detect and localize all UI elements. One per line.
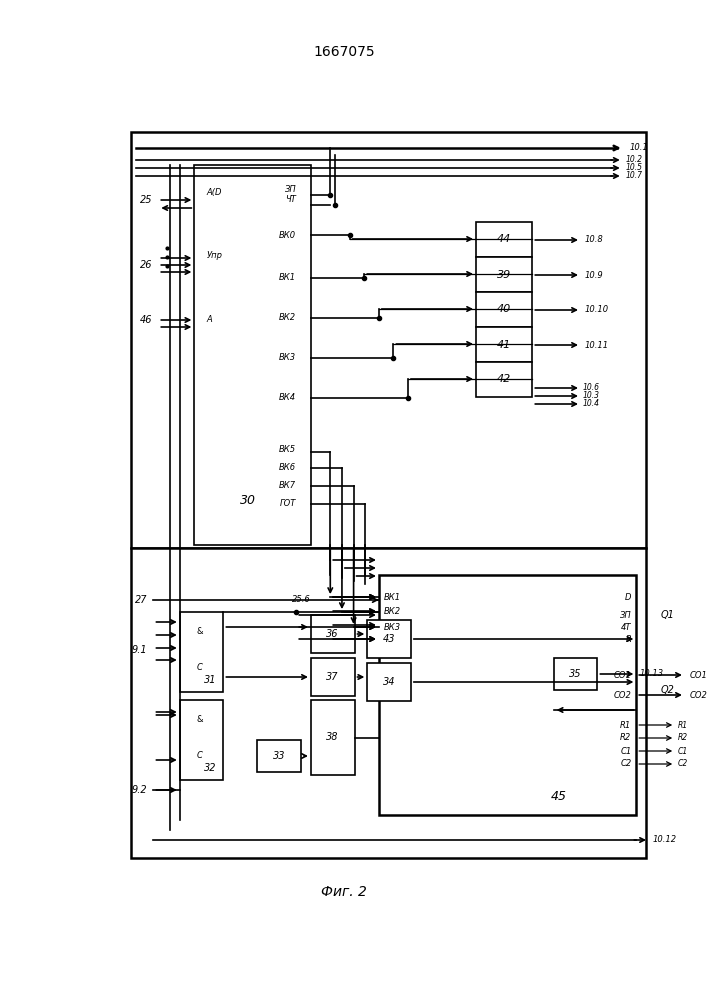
Text: 44: 44 [497,234,511,244]
Text: ЗП: ЗП [620,610,631,619]
Text: &: & [196,628,203,637]
Text: ВК1: ВК1 [279,273,296,282]
Text: 9.2: 9.2 [132,785,148,795]
Text: 10.10: 10.10 [585,306,609,314]
Text: 1667075: 1667075 [313,45,375,59]
Bar [180,612,223,692]
Text: 36: 36 [327,629,339,639]
Bar [476,292,532,327]
Bar [379,575,636,815]
Text: ВК4: ВК4 [279,393,296,402]
Bar [476,222,532,257]
Bar [367,620,411,658]
Text: 38: 38 [327,732,339,742]
Text: A(D: A(D [207,188,223,198]
Text: 41: 41 [497,340,511,350]
Bar [311,658,355,696]
Text: CO1: CO1 [690,670,707,680]
Text: C: C [197,750,202,760]
Text: R2: R2 [678,734,688,742]
Bar [476,327,532,362]
Text: 45: 45 [551,790,567,804]
Text: ВК2: ВК2 [279,314,296,322]
Text: 10.12: 10.12 [653,836,677,844]
Text: C1: C1 [620,746,631,756]
Text: 33: 33 [273,751,286,761]
Text: D: D [625,592,631,601]
Text: R1: R1 [678,720,688,730]
Text: 25: 25 [140,195,153,205]
Text: 10.11: 10.11 [585,340,609,350]
Text: ЧТ: ЧТ [286,196,296,205]
Text: ЗП: ЗП [285,186,296,194]
Text: 10.4: 10.4 [583,399,600,408]
Text: ВК1: ВК1 [384,592,401,601]
Text: C2: C2 [678,760,689,768]
Text: CO2: CO2 [690,690,707,700]
Text: 46: 46 [140,315,153,325]
Text: 10.9: 10.9 [585,270,604,279]
Text: 10.13: 10.13 [639,670,663,678]
Bar [476,362,532,397]
Text: ВК3: ВК3 [384,622,401,632]
Text: C: C [197,662,202,672]
Text: 30: 30 [240,493,256,506]
Bar [311,700,355,775]
Text: R2: R2 [620,734,631,742]
Text: ВК6: ВК6 [279,464,296,473]
Text: 10.2: 10.2 [626,155,643,164]
Text: 42: 42 [497,374,511,384]
Text: 37: 37 [327,672,339,682]
Text: &: & [196,716,203,724]
Bar [257,740,301,772]
Text: 43: 43 [382,634,395,644]
Text: 10.7: 10.7 [626,172,643,180]
Text: Q1: Q1 [660,610,674,620]
Text: 25.6: 25.6 [292,595,310,604]
Text: CO1: CO1 [614,670,631,680]
Text: 32: 32 [204,763,216,773]
Text: ВК5: ВК5 [279,446,296,454]
Text: CO2: CO2 [614,690,631,700]
Text: C2: C2 [620,760,631,768]
Text: 27: 27 [135,595,148,605]
Bar [554,658,597,690]
Text: 26: 26 [140,260,153,270]
Text: 10.3: 10.3 [583,391,600,400]
Text: 39: 39 [497,269,511,279]
Text: 10.8: 10.8 [585,235,604,244]
Text: ВК3: ВК3 [279,354,296,362]
Bar [367,663,411,701]
Text: Фиг. 2: Фиг. 2 [321,885,367,899]
Bar [131,132,646,548]
Text: 10.5: 10.5 [626,163,643,172]
Text: R1: R1 [620,720,631,730]
Bar [476,257,532,292]
Text: ГОТ: ГОТ [280,499,296,508]
Bar [180,700,223,780]
Text: Q2: Q2 [660,685,674,695]
Bar [131,548,646,858]
Text: R: R [626,635,631,644]
Text: ВК7: ВК7 [279,482,296,490]
Text: 35: 35 [569,669,582,679]
Text: 10.1: 10.1 [629,143,648,152]
Text: 34: 34 [382,677,395,687]
Text: A: A [207,316,213,324]
Text: 31: 31 [204,675,216,685]
Text: 4Т: 4Т [621,622,631,632]
Text: ВК2: ВК2 [384,607,401,616]
Text: 9.1: 9.1 [132,645,148,655]
Text: C1: C1 [678,746,689,756]
Text: 40: 40 [497,304,511,314]
Text: 10.6: 10.6 [583,383,600,392]
Text: ВК0: ВК0 [279,231,296,239]
Bar [311,615,355,653]
Text: Упр: Упр [207,250,223,259]
Bar [194,165,311,545]
